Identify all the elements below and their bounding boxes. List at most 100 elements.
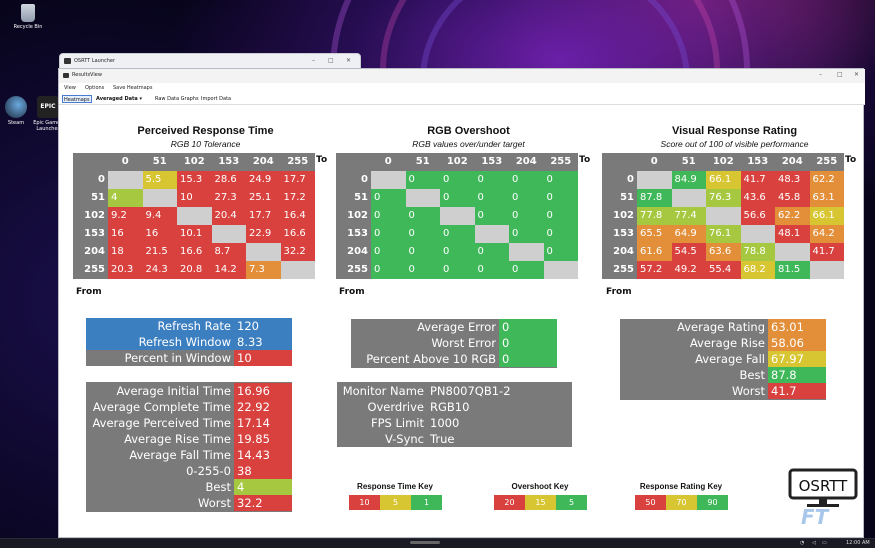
heatmap-cell: 25.1 — [246, 189, 281, 207]
results-window: ResultsView – □ ✕ View Options Save Heat… — [58, 68, 865, 538]
column-header: 153 — [474, 153, 509, 171]
heatmap-cell: 0 — [405, 243, 440, 261]
taskbar-app-indicator[interactable] — [410, 541, 440, 544]
app-logo-icon — [63, 73, 69, 78]
raw-data-graphs-button[interactable]: Raw Data Graphs — [155, 96, 199, 102]
import-data-button[interactable]: Import Data — [201, 96, 232, 102]
row-header: 0 — [73, 171, 108, 189]
steam-icon — [5, 96, 27, 118]
response-rating-key-cell: 70 — [666, 495, 697, 510]
heatmap-cell: 63.6 — [706, 243, 741, 261]
stat-value: 67.97 — [768, 351, 826, 367]
heatmap-cell: 17.2 — [280, 189, 315, 207]
row-header: 204 — [602, 243, 637, 261]
stat-value: 19.85 — [234, 431, 292, 447]
heatmap-cell: 18 — [108, 243, 143, 261]
heatmap-cell — [474, 225, 509, 243]
heatmap-cell: 7.3 — [246, 261, 281, 279]
menu-options[interactable]: Options — [85, 85, 105, 91]
heatmap-subtitle: RGB 10 Tolerance — [170, 139, 241, 149]
heatmaps-button[interactable]: Heatmaps — [62, 95, 92, 103]
response-stats-box: Average Initial Time 16.96 Average Complet… — [86, 382, 292, 512]
heatmap-cell — [706, 207, 741, 225]
heatmap-cell: 0 — [440, 225, 475, 243]
svg-text:FT: FT — [801, 505, 830, 527]
stat-label: Average Fall — [620, 351, 768, 367]
heatmap-cell: 48.3 — [775, 171, 810, 189]
heatmap-subtitle: Score out of 100 of visible performance — [660, 139, 809, 149]
close-button[interactable]: ✕ — [346, 57, 352, 64]
heatmap-cell — [775, 243, 810, 261]
stat-row: 0-255-0 38 — [86, 463, 292, 479]
heatmap-title: Visual Response Rating — [671, 125, 798, 137]
heatmap-title: RGB Overshoot — [427, 125, 510, 137]
heatmap-cell: 54.5 — [671, 243, 706, 261]
chevron-down-icon: ▾ — [139, 96, 143, 102]
stat-value: 58.06 — [768, 335, 826, 351]
stat-label: Average Rise — [620, 335, 768, 351]
axis-to-label: To — [579, 155, 591, 165]
stat-value: RGB10 — [427, 399, 572, 415]
column-header: 204 — [246, 153, 281, 171]
wifi-icon[interactable]: ◔ — [800, 540, 805, 546]
row-header: 153 — [336, 225, 371, 243]
clock[interactable]: 12:00 AM — [846, 540, 870, 546]
maximize-button[interactable]: □ — [837, 71, 843, 78]
heatmap-cell: 0 — [440, 189, 475, 207]
stat-value: 38 — [234, 463, 292, 479]
heatmap-cell: 24.3 — [142, 261, 177, 279]
column-header: 102 — [177, 153, 212, 171]
heatmap-cell: 9.4 — [142, 207, 177, 225]
row-header: 153 — [602, 225, 637, 243]
desktop-icon-recycle-bin[interactable]: Recycle Bin — [2, 4, 54, 30]
desktop-icon-steam[interactable]: Steam — [0, 96, 42, 126]
heatmap-cell: 45.8 — [775, 189, 810, 207]
heatmap-cell: 5.5 — [142, 171, 177, 189]
heatmap-cell — [405, 189, 440, 207]
monitor-info-box: Monitor Name PN8007QB1-2 Overdrive RGB10 FPS… — [337, 382, 572, 447]
minimize-button[interactable]: – — [819, 71, 822, 78]
axis-from-label: From — [339, 287, 365, 297]
menu-view[interactable]: View — [64, 85, 76, 91]
stat-value: 1000 — [427, 415, 572, 431]
menu-save-heatmaps[interactable]: Save Heatmaps — [113, 85, 153, 91]
stat-row: FPS Limit 1000 — [337, 415, 572, 431]
stat-value: 16.96 — [234, 383, 292, 399]
axis-to-label: To — [316, 155, 328, 165]
heatmap-cell: 0 — [543, 189, 578, 207]
close-button[interactable]: ✕ — [854, 71, 860, 78]
column-header: 0 — [371, 153, 406, 171]
heatmap-cell: 16.6 — [280, 225, 315, 243]
column-header: 204 — [775, 153, 810, 171]
stat-label: Refresh Rate — [86, 318, 234, 334]
heatmap-cell: 62.2 — [809, 171, 844, 189]
stat-row: Average Fall 67.97 — [620, 351, 826, 367]
maximize-button[interactable]: □ — [328, 57, 334, 64]
averaged-data-dropdown[interactable]: Averaged Data ▾ — [95, 95, 143, 103]
heatmap-cell: 65.5 — [637, 225, 672, 243]
heatmap-cell — [211, 225, 246, 243]
volume-icon[interactable]: ◁ — [812, 540, 816, 546]
heatmap-cell: 21.5 — [142, 243, 177, 261]
heatmap-cell: 0 — [474, 207, 509, 225]
heatmap-cell: 64.2 — [809, 225, 844, 243]
stat-label: V-Sync — [337, 431, 427, 447]
recycle-bin-icon — [21, 4, 35, 22]
stat-value: 10 — [234, 350, 292, 366]
heatmap-cell: 64.9 — [671, 225, 706, 243]
launcher-title: OSRTT Launcher — [74, 58, 116, 64]
battery-icon[interactable]: ▭ — [822, 540, 827, 546]
heatmap-cell: 4 — [108, 189, 143, 207]
heatmap-cell: 0 — [405, 261, 440, 279]
stat-row: Refresh Rate 120 — [86, 318, 292, 334]
stat-row: Best 4 — [86, 479, 292, 495]
heatmap-cell: 16 — [142, 225, 177, 243]
column-header: 255 — [543, 153, 578, 171]
heatmap-cell: 0 — [474, 261, 509, 279]
minimize-button[interactable]: – — [312, 57, 315, 64]
desktop-icon-epic-games[interactable]: EPIC Epic Games Launcher — [22, 96, 74, 132]
column-header: 51 — [142, 153, 177, 171]
stat-label: Best — [86, 479, 234, 495]
stat-row: Percent in Window 10 — [86, 350, 292, 366]
heatmap-cell: 0 — [405, 225, 440, 243]
